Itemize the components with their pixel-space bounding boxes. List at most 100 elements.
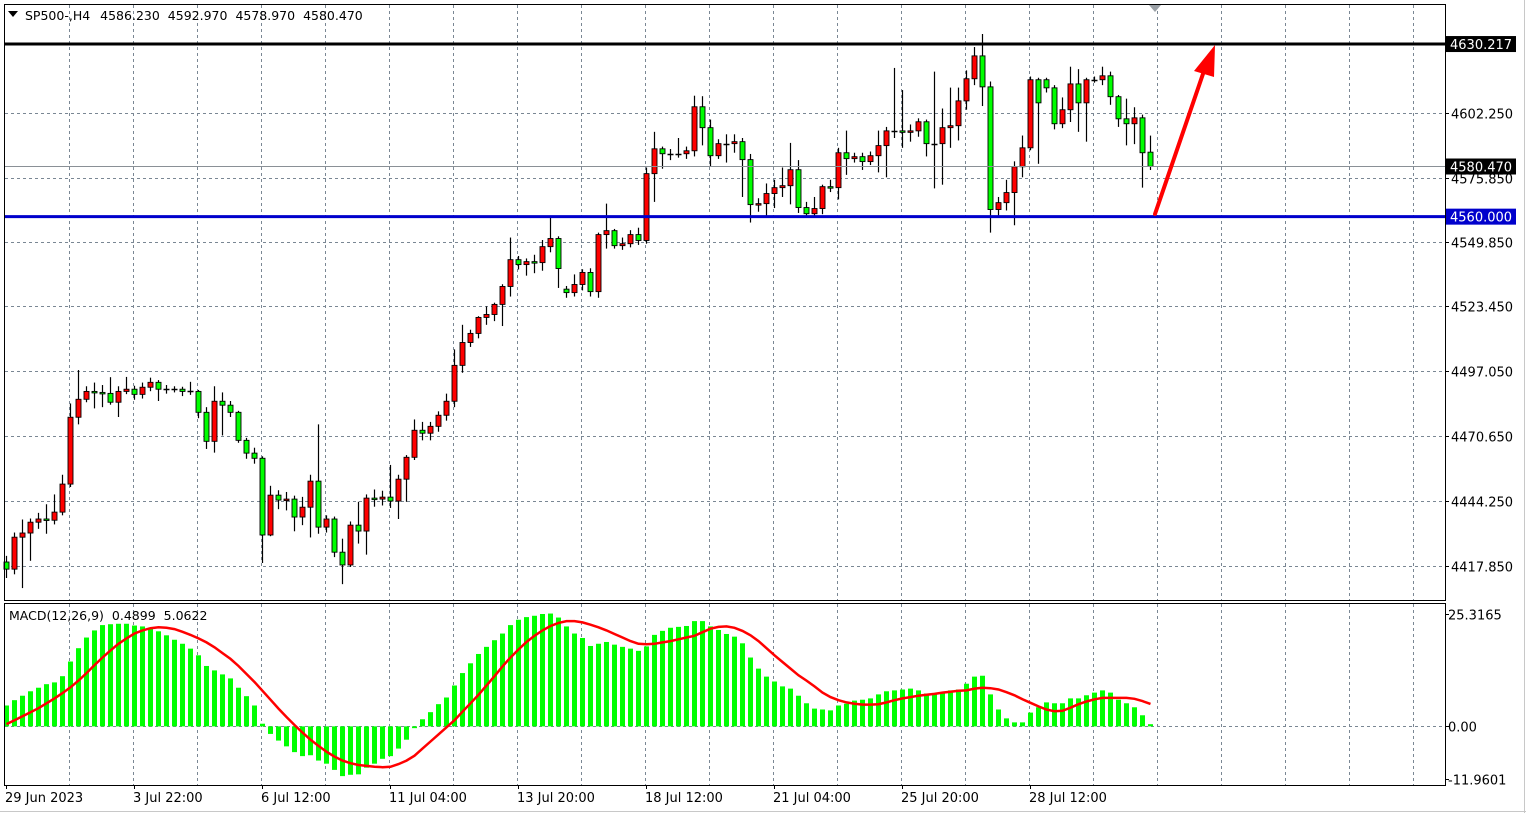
candle-body-bear (91, 390, 98, 394)
y-tick-label: 4497.050 (1451, 366, 1513, 381)
candle (891, 67, 898, 138)
macd-histogram-bar (1132, 707, 1137, 727)
candle-body-bull (451, 364, 458, 402)
macd-header: MACD(12,26,9) 0.4899 5.0622 (9, 608, 207, 623)
macd-histogram-bar (852, 700, 857, 727)
open-value: 4586.230 (100, 8, 160, 23)
candle (787, 142, 794, 205)
candles (3, 34, 1154, 589)
macd-histogram-bar (140, 626, 145, 727)
macd-histogram-bar (884, 691, 889, 727)
chart-shift-marker-icon[interactable] (1149, 5, 1161, 12)
candle (611, 228, 618, 249)
candle-body-bear (107, 392, 114, 403)
x-tick-label: 13 Jul 20:00 (517, 791, 595, 806)
candle (107, 377, 114, 405)
macd-histogram-bar (860, 699, 865, 727)
candle (499, 284, 506, 327)
candle (211, 386, 218, 453)
candle-body-bull (787, 169, 794, 187)
candle-body-bull (483, 314, 490, 318)
candle-body-bull (499, 286, 506, 305)
candle (371, 489, 378, 507)
macd-histogram-bar (724, 633, 729, 727)
candle-body-bear (515, 259, 522, 266)
candle (1083, 77, 1090, 142)
macd-histogram-bar (52, 682, 57, 727)
macd-histogram-bar (244, 696, 249, 727)
macd-histogram-bar (628, 648, 633, 727)
macd-histogram-bar (468, 663, 473, 727)
macd-histogram-bar (196, 655, 201, 727)
current-price-label-box (1446, 158, 1516, 175)
candle (267, 485, 274, 537)
macd-histogram-bar (1068, 698, 1073, 727)
macd-histogram-bar (548, 613, 553, 727)
candle-body-bear (859, 156, 866, 163)
candle-body-bull (779, 185, 786, 189)
macd-histogram-bar (132, 625, 137, 727)
macd-histogram-bar (756, 668, 761, 727)
macd-histogram-bar (644, 646, 649, 727)
trend-arrow[interactable] (1153, 45, 1215, 216)
candle (163, 385, 170, 394)
candle (27, 518, 34, 561)
candle-body-bull (539, 246, 546, 264)
candle (563, 285, 570, 298)
candle-body-bull (475, 316, 482, 334)
candle (811, 196, 818, 217)
macd-histogram-bar (1092, 692, 1097, 727)
candle-body-bear (1147, 151, 1154, 167)
macd-signal-value: 5.0622 (164, 608, 208, 623)
macd-histogram-bar (44, 684, 49, 727)
macd-histogram-bar (156, 631, 161, 727)
candle-body-bull (147, 381, 154, 388)
candle-body-bull (1067, 83, 1074, 111)
macd-histogram-bar (300, 726, 305, 757)
candle-body-bear (355, 524, 362, 532)
candle (347, 521, 354, 567)
price-levels[interactable] (5, 42, 1445, 219)
candle (747, 153, 754, 223)
macd-histogram-bar (1028, 712, 1033, 727)
candle (179, 386, 186, 397)
macd-histogram-bar (164, 635, 169, 727)
candle-body-bear (259, 457, 266, 536)
macd-histogram-bar (500, 633, 505, 727)
candle (83, 386, 90, 403)
candle-body-bull (307, 480, 314, 508)
x-tick-label: 18 Jul 12:00 (645, 791, 723, 806)
candle (115, 386, 122, 417)
current-price-label: 4580.470 (1450, 161, 1512, 176)
candle (851, 152, 858, 163)
candle (867, 151, 874, 166)
macd-histogram-bar (716, 629, 721, 727)
low-value: 4578.970 (235, 8, 295, 23)
candle (723, 134, 730, 163)
macd-histogram-bar (420, 719, 425, 727)
macd-histogram-bar (364, 726, 369, 768)
macd-histogram-bar (524, 617, 529, 727)
candle-body-bull (299, 506, 306, 518)
dropdown-triangle-icon[interactable] (8, 11, 18, 17)
candle-body-bear (843, 152, 850, 160)
macd-histogram-bar (220, 674, 225, 727)
candle (1067, 66, 1074, 123)
candle (899, 90, 906, 148)
candle-body-bear (1043, 79, 1050, 89)
candle (859, 152, 866, 170)
macd-histogram-bar (980, 675, 985, 727)
macd-histogram-bar (92, 630, 97, 727)
candle-body-bear (1075, 83, 1082, 104)
candle (795, 160, 802, 213)
macd-histogram-bar (1076, 698, 1081, 727)
candle-body-bull (811, 208, 818, 215)
candle-body-bull (115, 390, 122, 403)
candle (51, 494, 58, 525)
macd-name: MACD(12,26,9) (9, 608, 104, 623)
macd-histogram-bar (452, 685, 457, 727)
candle (235, 410, 242, 443)
candle-body-bear (203, 411, 210, 442)
